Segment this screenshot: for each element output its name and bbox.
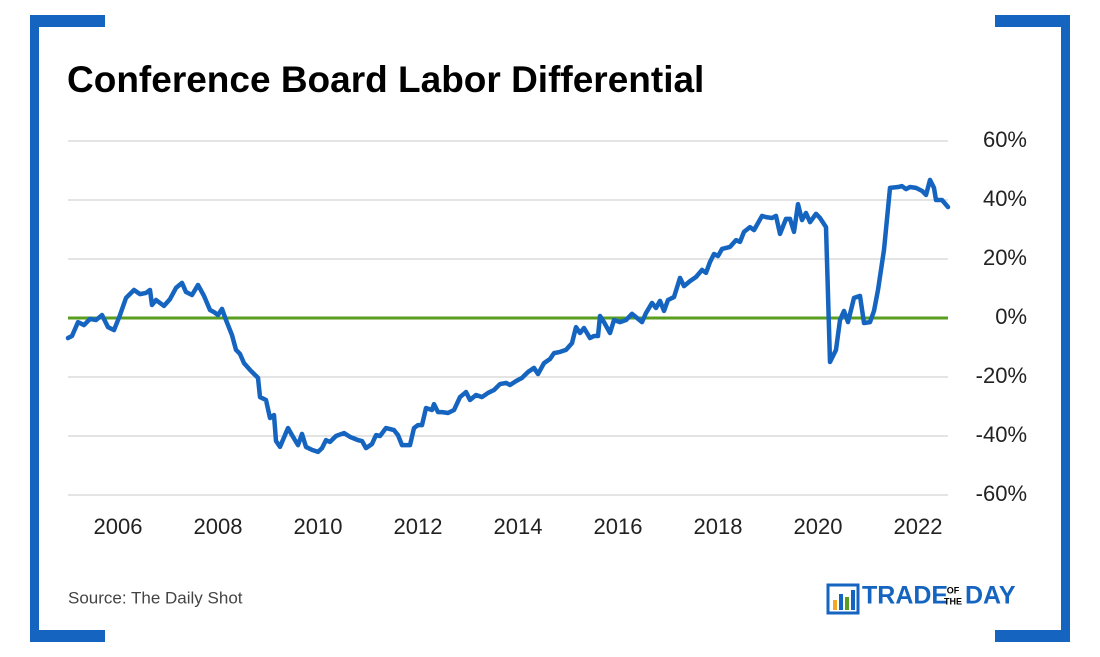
frame-left-top [30, 15, 105, 27]
x-tick-label: 2010 [294, 514, 343, 539]
logo-bar [851, 590, 855, 610]
x-tick-label: 2006 [94, 514, 143, 539]
frame-right-top [995, 15, 1070, 27]
chart-title: Conference Board Labor Differential [67, 59, 704, 100]
x-tick-label: 2008 [194, 514, 243, 539]
source: Source: The Daily Shot [68, 588, 243, 607]
line [65, 177, 951, 455]
logo-bar [839, 594, 843, 610]
y-tick-label: 40% [983, 186, 1027, 211]
frame-left-bottom [30, 630, 105, 642]
frame-right-bottom [995, 630, 1070, 642]
y-tick-label: -60% [976, 481, 1027, 506]
logo-box [826, 583, 860, 615]
frame-right [1061, 15, 1070, 642]
logo-text: THE [944, 596, 962, 606]
y-tick-label: -40% [976, 422, 1027, 447]
logo-text: DAY [965, 582, 1016, 610]
y-tick-label: -20% [976, 363, 1027, 388]
x-tick-label: 2022 [894, 514, 943, 539]
logo: TRADE OF THE DAY [826, 582, 1016, 615]
frame-left [30, 15, 39, 642]
logo-bar [833, 600, 837, 610]
frame [30, 15, 1070, 642]
logo-bar [845, 597, 849, 610]
x-tick-label: 2014 [494, 514, 543, 539]
logo-text: TRADE [862, 582, 948, 610]
x-tick-label: 2016 [594, 514, 643, 539]
y-tick-label: 60% [983, 127, 1027, 152]
y-tick-label: 20% [983, 245, 1027, 270]
x-tick-label: 2012 [394, 514, 443, 539]
logo-text: OF [947, 585, 960, 595]
x-tick-label: 2020 [794, 514, 843, 539]
x-tick-label: 2018 [694, 514, 743, 539]
y-tick-label: 0% [995, 304, 1027, 329]
